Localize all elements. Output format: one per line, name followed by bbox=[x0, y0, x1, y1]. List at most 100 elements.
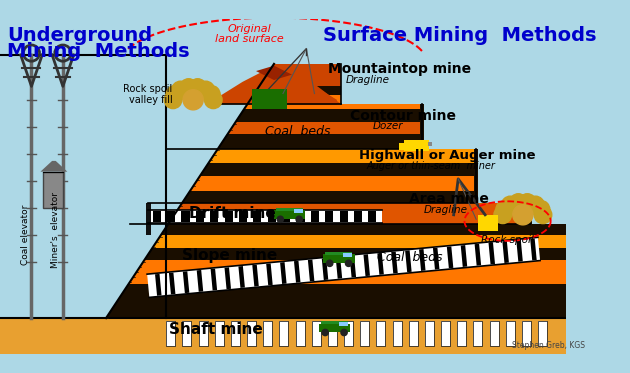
Bar bbox=[0, 176, 566, 191]
Circle shape bbox=[345, 260, 352, 266]
Text: Dragline: Dragline bbox=[346, 75, 390, 85]
Bar bbox=[247, 321, 256, 346]
Bar bbox=[441, 321, 450, 346]
Bar bbox=[210, 211, 219, 222]
Text: Slope mine: Slope mine bbox=[182, 248, 278, 263]
Polygon shape bbox=[266, 263, 273, 285]
Polygon shape bbox=[461, 245, 467, 267]
Bar bbox=[490, 321, 498, 346]
Polygon shape bbox=[252, 265, 259, 286]
Bar bbox=[323, 254, 355, 263]
Polygon shape bbox=[224, 267, 231, 289]
Bar bbox=[198, 321, 207, 346]
Text: Auger or thin-seam  miner: Auger or thin-seam miner bbox=[367, 161, 495, 171]
Bar bbox=[474, 149, 478, 203]
Bar bbox=[312, 321, 321, 346]
Polygon shape bbox=[210, 269, 217, 291]
Polygon shape bbox=[280, 262, 287, 284]
Circle shape bbox=[189, 79, 207, 96]
Bar bbox=[399, 143, 406, 150]
Bar bbox=[224, 211, 232, 222]
Bar bbox=[215, 321, 224, 346]
Polygon shape bbox=[207, 64, 337, 104]
Polygon shape bbox=[502, 241, 509, 263]
Polygon shape bbox=[197, 270, 203, 292]
Bar bbox=[295, 321, 304, 346]
Text: Original: Original bbox=[228, 24, 272, 34]
Circle shape bbox=[494, 206, 512, 223]
Circle shape bbox=[164, 91, 182, 109]
Circle shape bbox=[172, 81, 190, 99]
Bar bbox=[354, 211, 362, 222]
Bar bbox=[148, 210, 382, 223]
Bar bbox=[263, 321, 272, 346]
Bar bbox=[0, 149, 566, 163]
Bar bbox=[360, 321, 369, 346]
Text: Dragline: Dragline bbox=[424, 205, 468, 215]
Circle shape bbox=[296, 216, 302, 222]
Bar bbox=[0, 248, 566, 260]
Bar bbox=[166, 321, 175, 346]
Bar bbox=[0, 235, 566, 248]
Bar bbox=[274, 210, 306, 219]
Bar bbox=[247, 321, 256, 346]
Bar bbox=[528, 203, 532, 224]
Text: Area mine: Area mine bbox=[409, 192, 489, 206]
Text: Underground: Underground bbox=[7, 26, 152, 45]
Bar bbox=[253, 211, 261, 222]
Bar bbox=[522, 321, 531, 346]
Bar bbox=[344, 321, 353, 346]
Bar bbox=[369, 211, 376, 222]
Bar bbox=[319, 323, 350, 332]
Bar bbox=[409, 321, 418, 346]
Bar bbox=[279, 321, 289, 346]
Polygon shape bbox=[364, 254, 370, 276]
Bar bbox=[506, 321, 515, 346]
Bar bbox=[297, 211, 304, 222]
Circle shape bbox=[322, 329, 328, 336]
Bar bbox=[376, 321, 386, 346]
Polygon shape bbox=[0, 19, 274, 318]
Polygon shape bbox=[147, 237, 540, 297]
Bar bbox=[457, 321, 466, 346]
Bar bbox=[166, 321, 175, 346]
Bar bbox=[181, 211, 190, 222]
Polygon shape bbox=[419, 249, 425, 271]
Polygon shape bbox=[40, 161, 67, 172]
Polygon shape bbox=[433, 248, 440, 270]
Bar bbox=[215, 321, 224, 346]
Circle shape bbox=[180, 79, 197, 96]
Bar bbox=[268, 211, 276, 222]
Text: Coal  beds: Coal beds bbox=[265, 125, 331, 138]
Bar bbox=[478, 215, 498, 231]
Polygon shape bbox=[322, 258, 328, 280]
Bar bbox=[231, 321, 240, 346]
Bar bbox=[182, 321, 192, 346]
Bar bbox=[279, 321, 289, 346]
Bar bbox=[146, 203, 151, 235]
Polygon shape bbox=[238, 266, 245, 288]
Bar bbox=[340, 211, 348, 222]
Circle shape bbox=[510, 194, 527, 211]
Polygon shape bbox=[474, 244, 481, 266]
Text: Mining  Methods: Mining Methods bbox=[7, 42, 190, 61]
Bar bbox=[328, 321, 337, 346]
Circle shape bbox=[513, 205, 533, 225]
Bar bbox=[231, 321, 240, 346]
Bar bbox=[276, 208, 303, 211]
Bar bbox=[0, 86, 566, 95]
Bar bbox=[473, 321, 483, 346]
Circle shape bbox=[166, 85, 184, 103]
Text: Coal elevator: Coal elevator bbox=[21, 204, 30, 265]
Bar bbox=[198, 321, 207, 346]
Bar bbox=[392, 321, 401, 346]
Bar bbox=[0, 122, 566, 134]
Bar bbox=[0, 134, 566, 149]
Polygon shape bbox=[488, 242, 495, 264]
Circle shape bbox=[277, 216, 284, 222]
Polygon shape bbox=[155, 274, 161, 296]
Text: Stephen Greb, KGS: Stephen Greb, KGS bbox=[512, 341, 585, 350]
Bar bbox=[0, 191, 566, 203]
Bar bbox=[360, 321, 369, 346]
Text: Miner's  elevator: Miner's elevator bbox=[51, 192, 60, 268]
